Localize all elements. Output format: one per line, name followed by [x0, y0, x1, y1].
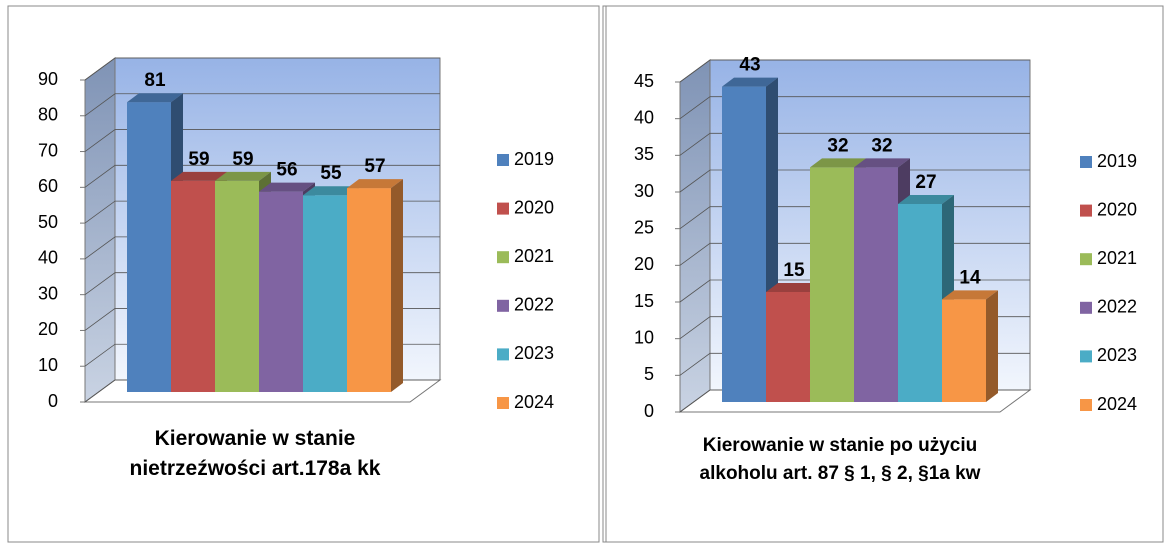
grid-line: [679, 169, 1030, 193]
legend-label: 2023: [514, 343, 554, 363]
data-label: 14: [959, 267, 981, 288]
legend-swatch: [497, 397, 509, 409]
bar-top: [854, 158, 910, 168]
side-wall: [679, 59, 711, 413]
data-label: 59: [188, 149, 209, 170]
legend-label: 2020: [1097, 199, 1137, 219]
y-tick-label: 40: [634, 107, 654, 127]
y-tick-label: 50: [38, 212, 58, 232]
legend-label: 2021: [1097, 248, 1137, 268]
bar-side: [391, 179, 403, 392]
y-tick-label: 20: [38, 319, 58, 339]
y-tick-label: 10: [634, 327, 654, 347]
data-label: 81: [144, 70, 166, 91]
y-tick-label: 0: [48, 391, 58, 411]
y-tick-label: 0: [644, 401, 654, 421]
legend-label: 2024: [1097, 394, 1137, 414]
grid-line: [679, 132, 1030, 156]
legend-label: 2022: [1097, 297, 1137, 317]
legend-swatch: [497, 154, 509, 166]
bar: [259, 191, 303, 392]
legend-label: 2020: [514, 197, 554, 217]
y-tick-label: 40: [38, 248, 58, 268]
bar-top: [259, 182, 315, 192]
legend-swatch: [1080, 350, 1092, 363]
y-tick-label: 70: [38, 140, 58, 160]
data-label: 32: [827, 135, 848, 156]
legend-swatch: [1080, 253, 1092, 266]
chart-title: Kierowanie w stanie po użyciu alkoholu a…: [699, 435, 981, 484]
y-tick-label: 90: [38, 69, 58, 89]
bar: [810, 167, 854, 402]
data-label: 59: [232, 149, 253, 170]
data-label: 32: [871, 135, 892, 156]
bar: [171, 180, 215, 392]
legend-swatch: [1080, 301, 1092, 314]
bar-top: [942, 290, 998, 300]
bar: [942, 299, 986, 402]
legend-swatch: [497, 299, 509, 312]
data-label: 55: [320, 163, 342, 184]
y-tick-label: 15: [634, 291, 654, 311]
y-tick-label: 60: [38, 176, 58, 196]
legend-label: 2019: [1097, 151, 1137, 171]
grid-line: [84, 164, 440, 188]
bar-top: [171, 171, 227, 181]
panel-border: [602, 5, 1164, 543]
legend-swatch: [1080, 399, 1092, 411]
legend-swatch: [497, 202, 509, 215]
bar: [722, 86, 766, 403]
bar-top: [215, 171, 271, 181]
legend-label: 2019: [514, 149, 554, 169]
bar-top: [898, 195, 954, 204]
legend-swatch: [497, 251, 509, 264]
data-label: 43: [739, 55, 760, 76]
data-label: 27: [915, 172, 936, 193]
legend-label: 2022: [514, 295, 554, 315]
y-tick-label: 10: [38, 355, 58, 375]
bar: [854, 167, 898, 402]
grid-line: [84, 57, 440, 81]
legend-swatch: [1080, 204, 1092, 217]
bar-top: [810, 158, 866, 168]
bar-side: [986, 290, 998, 402]
bar: [898, 204, 942, 402]
bar-top: [127, 93, 183, 103]
y-tick-label: 30: [634, 181, 654, 201]
grid-line: [679, 59, 1030, 83]
y-tick-label: 35: [634, 144, 654, 164]
bar: [303, 195, 347, 392]
legend-label: 2024: [514, 392, 554, 412]
y-tick-label: 5: [644, 364, 654, 384]
grid-line: [84, 129, 440, 152]
y-tick-label: 45: [634, 71, 654, 91]
grid-line: [679, 96, 1030, 119]
panel-border: [7, 5, 600, 543]
bar-top: [347, 179, 403, 189]
data-label: 56: [276, 160, 297, 181]
bar: [215, 180, 259, 392]
bar-top: [766, 283, 822, 292]
y-tick-label: 30: [38, 283, 58, 303]
y-tick-label: 25: [634, 217, 654, 237]
grid-line: [84, 93, 440, 117]
bar-top: [303, 186, 359, 196]
legend-swatch: [1080, 156, 1092, 168]
legend-label: 2023: [1097, 345, 1137, 365]
data-label: 57: [364, 156, 385, 177]
legend-swatch: [497, 348, 509, 361]
bar: [347, 188, 391, 392]
bar: [766, 292, 810, 402]
data-label: 15: [783, 260, 805, 281]
bar-top: [722, 77, 778, 87]
chart-title: Kierowanie w stanie nietrzeźwości art.17…: [129, 427, 381, 481]
side-wall: [84, 57, 116, 403]
legend-label: 2021: [514, 246, 554, 266]
y-tick-label: 20: [634, 254, 654, 274]
y-tick-label: 80: [38, 105, 58, 125]
bar: [127, 102, 171, 392]
